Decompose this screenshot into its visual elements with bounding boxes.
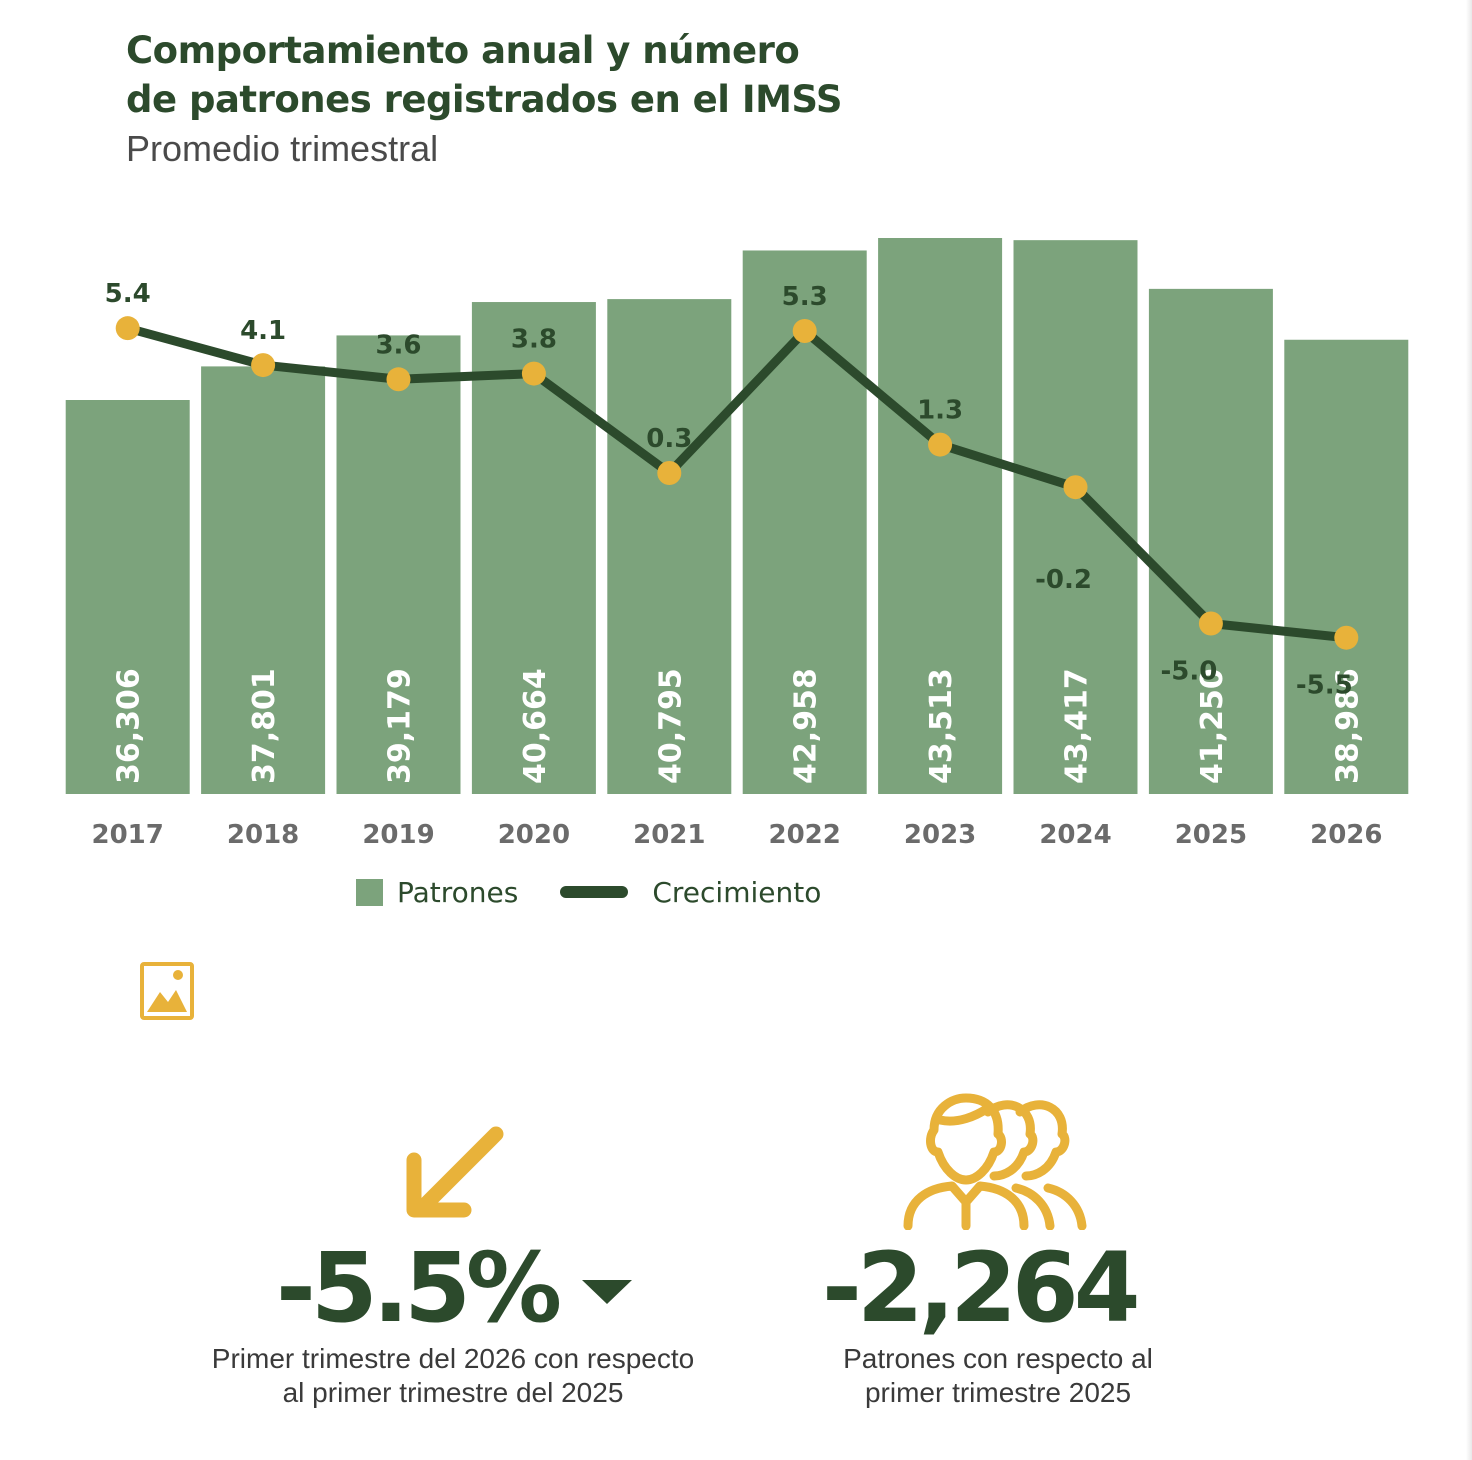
growth-point-2020 bbox=[521, 361, 546, 386]
growth-point-2021 bbox=[657, 461, 682, 485]
stat-growth-value: -5.5% bbox=[276, 1232, 562, 1344]
bar-value-label-2021: 40,795 bbox=[653, 668, 688, 784]
x-axis-tick-2017: 2017 bbox=[92, 820, 164, 850]
legend-label-patrones: Patrones bbox=[397, 875, 519, 909]
growth-value-label-2026: -5.5 bbox=[1296, 671, 1353, 701]
x-axis-tick-2020: 2020 bbox=[498, 820, 570, 850]
growth-value-label-2023: 1.3 bbox=[917, 396, 963, 426]
bar-value-label-2022: 42,958 bbox=[789, 668, 824, 784]
down-triangle-icon bbox=[582, 1280, 632, 1304]
stat-employers-label: Patrones con respecto al primer trimestr… bbox=[820, 1342, 1176, 1410]
stat-employers-label-line-1: Patrones con respecto al bbox=[843, 1343, 1153, 1374]
bar-patrones-2024 bbox=[1013, 240, 1138, 794]
stat-employers-label-line-2: primer trimestre 2025 bbox=[864, 1377, 1132, 1408]
growth-line bbox=[123, 323, 1351, 643]
chart-legend: Patrones Crecimiento bbox=[356, 872, 821, 912]
legend-swatch-patrones bbox=[356, 878, 383, 906]
bar-patrones-2017 bbox=[65, 400, 190, 794]
x-axis-tick-2019: 2019 bbox=[362, 820, 434, 850]
combo-chart: 36,306 2017 37,801 2018 39,179 2019 40,664 2020… bbox=[65, 238, 1409, 850]
stat-growth-label-line-1: Primer trimestre del 2026 con respecto bbox=[211, 1343, 695, 1374]
growth-value-label-2025: -5.0 bbox=[1160, 657, 1217, 687]
stat-growth-label-line-2: al primer trimestre del 2025 bbox=[282, 1377, 624, 1408]
x-axis-tick-2022: 2022 bbox=[769, 820, 841, 850]
chart-title-line-2: de patrones registrados en el IMSS bbox=[126, 78, 843, 121]
growth-value-label-2024: -0.2 bbox=[1035, 565, 1092, 595]
stat-growth-label: Primer trimestre del 2026 con respecto a… bbox=[190, 1342, 716, 1410]
legend-label-crecimiento: Crecimiento bbox=[652, 875, 822, 909]
bar-value-label-2025: 41,250 bbox=[1195, 668, 1230, 784]
chart-title: Comportamiento anual y número de patrone… bbox=[126, 26, 886, 124]
bar-patrones-2026 bbox=[1284, 339, 1409, 794]
legend-swatch-crecimiento bbox=[560, 886, 629, 898]
growth-point-2018 bbox=[251, 353, 276, 378]
growth-value-label-2019: 3.6 bbox=[375, 330, 421, 360]
bar-value-label-2020: 40,664 bbox=[518, 668, 553, 784]
bar-value-label-2018: 37,801 bbox=[247, 668, 282, 784]
growth-point-2019 bbox=[386, 367, 411, 392]
bar-value-label-2026: 38,986 bbox=[1330, 668, 1365, 784]
growth-value-label-2021: 0.3 bbox=[646, 424, 692, 454]
bar-value-label-2023: 43,513 bbox=[924, 668, 959, 784]
x-axis-tick-2023: 2023 bbox=[904, 820, 976, 850]
x-axis-tick-2026: 2026 bbox=[1310, 820, 1382, 850]
growth-value-label-2018: 4.1 bbox=[240, 316, 286, 346]
growth-point-2026 bbox=[1334, 625, 1359, 650]
bar-patrones-2025 bbox=[1148, 288, 1273, 794]
down-left-arrow-icon bbox=[406, 1126, 504, 1218]
bar-patrones-2021 bbox=[607, 299, 732, 794]
stat-employers-value: -2,264 bbox=[822, 1232, 1140, 1344]
growth-point-2025 bbox=[1198, 611, 1223, 636]
growth-value-label-2020: 3.8 bbox=[511, 325, 557, 355]
bar-patrones-2018 bbox=[201, 366, 326, 794]
chart-title-line-1: Comportamiento anual y número bbox=[126, 29, 800, 72]
x-axis-tick-2018: 2018 bbox=[227, 820, 299, 850]
growth-point-2017 bbox=[115, 316, 140, 341]
people-group-icon bbox=[903, 1093, 1087, 1230]
x-axis-tick-2021: 2021 bbox=[633, 820, 705, 850]
growth-value-label-2022: 5.3 bbox=[782, 282, 828, 312]
chart-subtitle: Promedio trimestral bbox=[126, 128, 439, 169]
growth-point-2024 bbox=[1063, 475, 1088, 500]
x-axis-tick-2024: 2024 bbox=[1039, 820, 1111, 850]
page-edge-shadow bbox=[1466, 0, 1472, 1460]
bar-value-label-2019: 39,179 bbox=[383, 668, 418, 784]
bar-value-label-2017: 36,306 bbox=[112, 668, 147, 784]
growth-point-2022 bbox=[792, 319, 817, 343]
growth-value-label-2017: 5.4 bbox=[105, 279, 151, 309]
growth-point-2023 bbox=[928, 432, 953, 457]
bar-value-label-2024: 43,417 bbox=[1060, 668, 1095, 784]
bar-patrones-2023 bbox=[878, 238, 1003, 794]
image-placeholder-icon bbox=[140, 962, 194, 1020]
x-axis-tick-2025: 2025 bbox=[1175, 820, 1247, 850]
bar-patrones-2019 bbox=[336, 335, 461, 794]
